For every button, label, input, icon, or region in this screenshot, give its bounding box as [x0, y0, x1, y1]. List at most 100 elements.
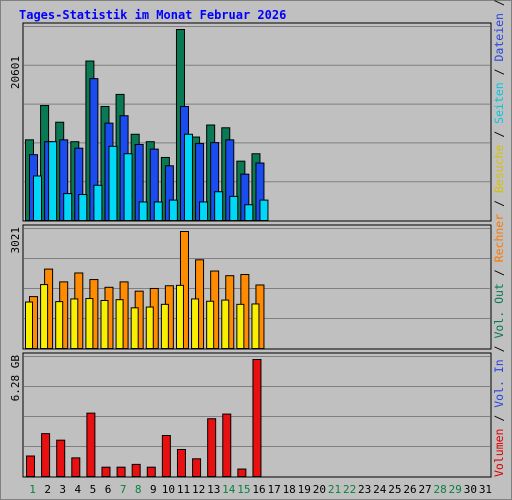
bar-seiten-day-7 [123, 153, 133, 221]
bar-seiten-day-15 [244, 204, 254, 222]
bar-seiten-day-13 [214, 191, 224, 222]
bar-besuche-day-15 [236, 303, 245, 350]
bar-volumen-day-16 [252, 359, 262, 477]
legend-entry: Vol. Out [492, 283, 506, 338]
bar-volumen-day-8 [131, 463, 141, 478]
x-tick-label: 7 [120, 483, 127, 496]
bar-besuche-day-11 [175, 284, 184, 349]
x-tick-label: 31 [479, 483, 492, 496]
bar-volumen-day-1 [26, 455, 35, 478]
legend-entry: / [492, 62, 506, 83]
bar-volumen-day-15 [237, 468, 247, 477]
chart-title: Tages-Statistik im Monat Februar 2026 [19, 8, 286, 22]
bar-volumen-day-4 [71, 457, 81, 477]
bar-volumen-day-2 [41, 433, 51, 478]
bar-seiten-day-8 [138, 201, 148, 222]
legend-entry: / [492, 262, 506, 283]
bar-besuche-day-4 [70, 298, 79, 349]
panel-visits: 3021 [9, 224, 492, 350]
x-axis-labels: 1 2 3 4 5 6 7 8 9 10 11 12 13 14 15 16 17 18 19 20 21 22 23 24 2… [29, 483, 492, 496]
x-tick-label: 26 [403, 483, 416, 496]
bar-besuche-day-13 [206, 300, 215, 349]
legend-entry: Dateien [492, 13, 506, 61]
bar-seiten-day-6 [108, 145, 118, 221]
bar-seiten-day-16 [259, 199, 269, 222]
x-tick-label: 10 [162, 483, 175, 496]
right-legend: Volumen / Vol. In / Vol. Out / Rechner /… [492, 0, 506, 477]
chart-panels: 20601 3021 6.28 GB [9, 22, 492, 478]
bar-besuche-day-6 [100, 299, 109, 349]
bar-besuche-day-1 [25, 301, 33, 350]
bar-volumen-day-13 [207, 418, 217, 477]
x-tick-label: 5 [90, 483, 97, 496]
x-tick-label: 23 [358, 483, 371, 496]
legend-entry: / [492, 124, 506, 145]
x-tick-label: 4 [75, 483, 82, 496]
x-tick-label: 24 [373, 483, 387, 496]
bar-besuche-day-7 [115, 299, 124, 350]
x-tick-label: 3 [59, 483, 66, 496]
x-tick-label: 18 [283, 483, 296, 496]
x-tick-label: 9 [150, 483, 157, 496]
bar-volumen-day-7 [116, 466, 126, 478]
x-tick-label: 19 [298, 483, 311, 496]
bar-besuche-day-10 [160, 303, 169, 350]
bar-besuche-day-5 [85, 298, 94, 350]
x-tick-label: 17 [267, 483, 280, 496]
x-tick-label: 21 [328, 483, 341, 496]
x-tick-label: 25 [388, 483, 401, 496]
legend-entry: / [492, 408, 506, 429]
bar-seiten-day-3 [63, 193, 73, 222]
x-tick-label: 28 [434, 483, 447, 496]
x-tick-label: 29 [449, 483, 462, 496]
y-max-label: 3021 [9, 227, 22, 254]
x-tick-label: 14 [222, 483, 236, 496]
bar-volumen-day-5 [86, 412, 96, 477]
bar-besuche-day-2 [40, 284, 49, 349]
bar-seiten-day-9 [153, 201, 163, 222]
bar-besuche-day-12 [191, 298, 200, 349]
bar-volumen-day-10 [161, 435, 171, 477]
legend-entry: Rechner [492, 214, 506, 263]
legend-entry: Vol. In [492, 359, 506, 407]
bar-seiten-day-12 [199, 201, 209, 222]
bar-besuche-day-9 [145, 306, 154, 350]
y-max-label: 6.28 GB [9, 355, 22, 402]
x-tick-label: 16 [252, 483, 265, 496]
bar-volumen-day-14 [222, 413, 232, 478]
panel-volume: 6.28 GB [9, 352, 492, 478]
x-tick-label: 2 [44, 483, 51, 496]
legend-entry: / [492, 0, 506, 13]
y-max-label: 20601 [9, 56, 22, 89]
bar-seiten-day-10 [168, 199, 178, 222]
x-tick-label: 8 [135, 483, 142, 496]
x-tick-label: 20 [313, 483, 326, 496]
bar-seiten-day-1 [33, 175, 42, 221]
bar-volumen-day-12 [192, 458, 202, 478]
x-tick-label: 22 [343, 483, 356, 496]
legend-entry: Seiten [492, 82, 506, 124]
bar-besuche-day-8 [130, 307, 139, 349]
bar-besuche-day-3 [55, 301, 64, 349]
bar-seiten-day-14 [229, 195, 239, 222]
panel-hits: 20601 [9, 22, 492, 222]
bar-volumen-day-11 [176, 448, 186, 477]
legend-entry: Volumen [492, 429, 506, 477]
legend-entry: / [492, 339, 506, 360]
bar-besuche-day-14 [221, 299, 230, 349]
legend-entry: / [492, 193, 506, 214]
bar-volumen-day-9 [146, 466, 156, 478]
bar-seiten-day-5 [93, 184, 103, 222]
x-tick-label: 12 [192, 483, 205, 496]
bar-besuche-day-16 [251, 303, 260, 349]
x-tick-label: 27 [418, 483, 431, 496]
x-tick-label: 11 [177, 483, 190, 496]
bar-seiten-day-4 [78, 194, 88, 222]
bar-seiten-day-2 [48, 141, 58, 221]
bar-seiten-day-11 [183, 133, 193, 221]
x-tick-label: 30 [464, 483, 477, 496]
x-tick-label: 6 [105, 483, 112, 496]
bar-volumen-day-3 [56, 439, 66, 477]
